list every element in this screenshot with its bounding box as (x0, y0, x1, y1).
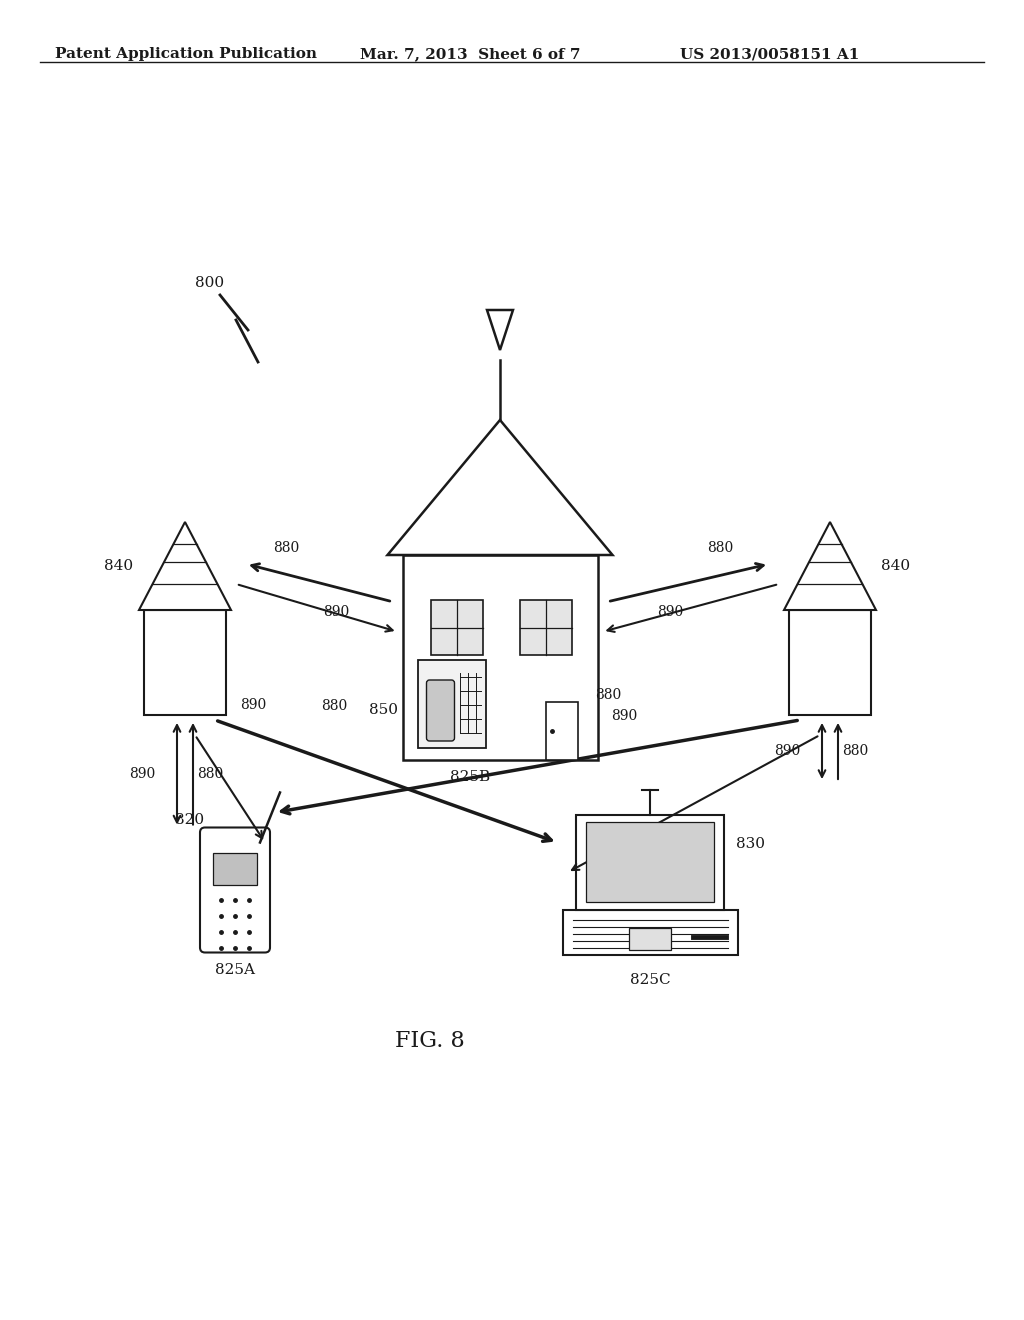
Text: 890: 890 (240, 698, 266, 713)
Text: US 2013/0058151 A1: US 2013/0058151 A1 (680, 48, 859, 61)
Text: 840: 840 (881, 558, 910, 573)
Text: 890: 890 (657, 606, 684, 619)
Text: FIG. 8: FIG. 8 (395, 1030, 465, 1052)
Bar (575, 814, 724, 909)
Bar (586, 822, 714, 902)
Bar (430, 601, 482, 655)
Text: 825B: 825B (450, 770, 490, 784)
Text: 820: 820 (175, 813, 204, 828)
Bar (144, 610, 226, 715)
Bar (520, 601, 572, 655)
Text: 880: 880 (321, 700, 347, 713)
Text: 880: 880 (197, 767, 223, 780)
Polygon shape (784, 521, 876, 610)
Text: 825C: 825C (630, 973, 671, 987)
Polygon shape (139, 521, 231, 610)
Bar (213, 853, 257, 884)
Bar (629, 928, 671, 950)
Text: 890: 890 (611, 709, 638, 723)
Text: 880: 880 (842, 744, 868, 758)
Text: 830: 830 (736, 837, 765, 850)
Text: 890: 890 (129, 767, 155, 780)
Text: 840: 840 (104, 558, 133, 573)
Text: Mar. 7, 2013  Sheet 6 of 7: Mar. 7, 2013 Sheet 6 of 7 (360, 48, 581, 61)
Polygon shape (487, 310, 513, 350)
FancyBboxPatch shape (200, 828, 270, 953)
Bar (546, 702, 578, 760)
Text: 850: 850 (369, 704, 397, 717)
Text: 890: 890 (324, 606, 350, 619)
Text: 890: 890 (774, 744, 800, 758)
Text: 825A: 825A (215, 962, 255, 977)
Text: 880: 880 (273, 541, 300, 556)
Text: 800: 800 (195, 276, 224, 290)
Bar (402, 554, 597, 760)
Text: 880: 880 (595, 688, 621, 702)
Bar (418, 660, 485, 748)
Text: Patent Application Publication: Patent Application Publication (55, 48, 317, 61)
FancyBboxPatch shape (427, 680, 455, 741)
Bar (562, 909, 737, 954)
Bar (790, 610, 871, 715)
Text: 880: 880 (708, 541, 734, 556)
